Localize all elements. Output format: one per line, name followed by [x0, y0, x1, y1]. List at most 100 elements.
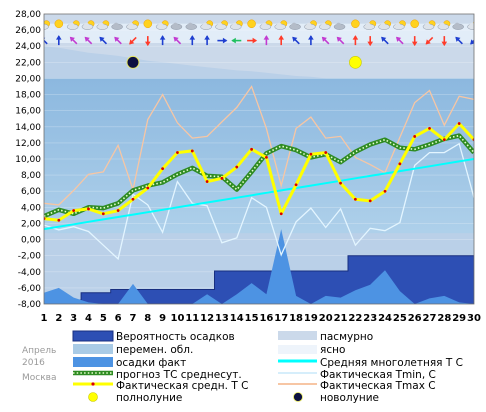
- x-tick-label: 30: [467, 313, 481, 324]
- actual-point: [250, 147, 253, 151]
- legend-swatch-overcast: [278, 331, 317, 340]
- meta-month: Апрель: [22, 346, 56, 356]
- wind-arrow-icon: [308, 35, 314, 46]
- legend-label-tmax: Фактическая Tmax C: [320, 380, 436, 392]
- wind-arrow-icon: [455, 36, 463, 45]
- actual-point: [146, 186, 150, 190]
- x-axis-ticks: 1 2 3 4 5 6 7 8 9 10 11 12 13 14 15 16 17 18 19 20 21 22 23 24 2…: [41, 313, 481, 324]
- x-tick-label: 10: [170, 313, 184, 324]
- wind-arrow-icon: [217, 37, 228, 44]
- partly-cloudy-icon: [155, 20, 169, 30]
- actual-point: [353, 197, 357, 201]
- wind-arrow-icon: [145, 36, 151, 47]
- y-tick-label: 20,00: [15, 74, 41, 84]
- sunny-icon: [247, 19, 256, 29]
- wind-arrow-icon: [204, 35, 210, 46]
- sunny-icon: [410, 19, 419, 29]
- actual-point: [176, 151, 179, 154]
- y-tick-label: 4,00: [21, 203, 41, 213]
- wind-arrow-icon: [352, 35, 359, 46]
- y-tick-label: -6,00: [18, 284, 42, 294]
- x-tick-label: 19: [304, 313, 318, 324]
- x-tick-label: 4: [85, 313, 92, 324]
- x-tick-label: 9: [159, 313, 166, 324]
- x-tick-label: 2: [55, 313, 62, 324]
- meta-city: Москва: [22, 373, 56, 383]
- y-tick-label: 6,00: [21, 187, 41, 197]
- legend-label-precip-fact: осадки факт: [116, 357, 186, 369]
- actual-point: [190, 149, 194, 153]
- wind-arrow-icon: [396, 36, 404, 45]
- legend-label-forecast: прогноз ТС среднесут.: [116, 369, 242, 381]
- wind-arrow-icon: [159, 35, 166, 46]
- partly-cloudy-area: [44, 78, 474, 234]
- forecast-line: [44, 133, 474, 219]
- x-tick-label: 11: [185, 313, 199, 324]
- partly-cloudy-icon: [200, 20, 214, 30]
- wind-arrow-icon: [231, 37, 242, 44]
- y-tick-label: 0,00: [21, 236, 41, 246]
- y-tick-label: 24,00: [15, 42, 41, 52]
- wind-arrow-icon: [114, 36, 122, 45]
- actual-point: [101, 212, 105, 216]
- wind-arrow-icon: [321, 36, 330, 45]
- wind-arrow-icon: [292, 36, 300, 45]
- partly-cloudy-icon: [126, 20, 139, 30]
- cloudy-icon: [289, 22, 301, 30]
- actual-point: [428, 126, 431, 130]
- actual-point: [442, 138, 446, 142]
- x-tick-label: 14: [230, 313, 244, 324]
- legend-swatch-new-moon: [293, 392, 303, 402]
- wind-arrow-icon: [367, 36, 373, 47]
- y-tick-label: 26,00: [15, 26, 41, 36]
- partly-cloudy-icon: [66, 20, 80, 30]
- actual-point: [235, 165, 239, 169]
- x-tick-label: 25: [393, 313, 407, 324]
- legend-swatch-precip-prob: [72, 330, 114, 342]
- actual-points: [44, 122, 474, 222]
- actual-point: [339, 181, 342, 185]
- wind-arrow-icon: [381, 36, 389, 45]
- actual-point: [383, 189, 387, 193]
- x-tick-label: 15: [245, 313, 259, 324]
- legend-label-overcast: пасмурно: [320, 331, 373, 343]
- wind-arrow-icon: [425, 36, 434, 45]
- y-tick-label: 2,00: [21, 219, 41, 229]
- legend-swatch-full-moon: [88, 392, 98, 402]
- actual-point: [413, 135, 417, 138]
- legend: Вероятность осадков пасмурно перемен. об…: [22, 330, 463, 404]
- full-moon-marker: [349, 56, 362, 69]
- x-tick-label: 8: [144, 313, 151, 324]
- x-tick-label: 16: [259, 313, 273, 324]
- sunny-icon: [351, 19, 360, 29]
- clear-sky-band: [44, 23, 474, 43]
- new-moon-marker: [126, 55, 140, 69]
- partly-cloudy-icon: [274, 20, 288, 30]
- tmax-line: [44, 85, 474, 206]
- tmin-line: [44, 142, 474, 261]
- legend-label-new-moon: новолуние: [320, 392, 379, 404]
- cloudy-icon: [452, 22, 464, 30]
- x-tick-label: 18: [289, 313, 303, 324]
- legend-label-actual: Фактическая средн. Т С: [116, 380, 248, 392]
- actual-point: [309, 152, 313, 156]
- cloudy-icon: [185, 22, 198, 30]
- wind-arrow-icon: [84, 36, 93, 45]
- x-tick-label: 21: [334, 313, 348, 324]
- wind-arrow-icon: [441, 36, 448, 47]
- partly-cloudy-icon: [81, 20, 95, 30]
- actual-point: [116, 209, 120, 212]
- actual-point: [324, 151, 328, 154]
- legend-label-norm: Средняя многолетняя Т С: [320, 357, 463, 369]
- actual-point: [265, 155, 268, 159]
- y-tick-label: 14,00: [15, 123, 41, 133]
- x-tick-label: 26: [408, 313, 422, 324]
- legend-swatch-precip-fact: [73, 357, 113, 367]
- legend-label-full-moon: полнолуние: [116, 392, 182, 404]
- y-tick-label: -8,00: [18, 300, 42, 310]
- x-tick-label: 7: [129, 313, 136, 324]
- actual-point: [72, 209, 76, 212]
- precip-fact-area: [44, 229, 474, 304]
- actual-point: [398, 162, 402, 166]
